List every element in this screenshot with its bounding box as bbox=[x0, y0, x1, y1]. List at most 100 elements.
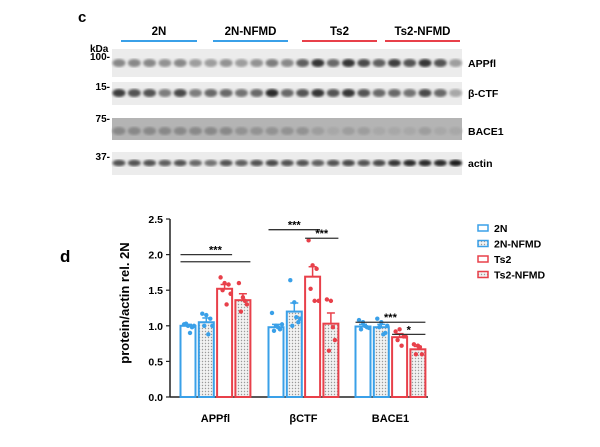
significance-label: *** bbox=[384, 312, 398, 324]
bar-2n bbox=[179, 324, 197, 398]
blot-band bbox=[127, 89, 141, 97]
blot-label: APPfl bbox=[468, 58, 496, 70]
data-point bbox=[306, 238, 311, 243]
data-point bbox=[385, 323, 390, 328]
data-point bbox=[191, 323, 197, 328]
legend: 2N 2N-NFMD Ts2 Ts2-NFMD bbox=[477, 223, 546, 282]
blot-band bbox=[250, 59, 264, 67]
blot-band bbox=[189, 127, 202, 135]
blot-band bbox=[357, 59, 371, 67]
data-point bbox=[220, 288, 225, 293]
blot-band bbox=[250, 127, 264, 135]
blot-band bbox=[234, 59, 248, 67]
legend-swatch bbox=[477, 270, 489, 279]
kda-marker: 75- bbox=[96, 114, 110, 125]
bar-2n bbox=[267, 326, 285, 398]
blot-band bbox=[433, 159, 447, 167]
data-point bbox=[413, 352, 419, 357]
blot-band bbox=[234, 159, 248, 167]
blot-band bbox=[296, 59, 310, 67]
blot-band bbox=[418, 89, 432, 97]
legend-swatch bbox=[477, 224, 489, 232]
data-point bbox=[395, 337, 400, 343]
blot-band bbox=[372, 127, 386, 135]
data-point bbox=[206, 332, 211, 337]
blot-label: BACE1 bbox=[468, 126, 504, 138]
legend-label: Ts2-NFMD bbox=[494, 270, 546, 282]
data-point bbox=[210, 323, 215, 328]
data-point bbox=[271, 328, 277, 333]
blot-band bbox=[342, 159, 355, 167]
x-tick-label: BACE1 bbox=[372, 413, 409, 425]
data-point bbox=[310, 263, 315, 268]
blot-band bbox=[342, 127, 355, 135]
legend-label: 2N bbox=[494, 223, 507, 235]
data-point bbox=[238, 309, 244, 314]
blot-band bbox=[234, 127, 248, 135]
data-point bbox=[316, 298, 321, 304]
data-point bbox=[375, 316, 380, 321]
data-point bbox=[324, 297, 330, 302]
blot-band bbox=[173, 89, 187, 97]
data-point bbox=[399, 343, 404, 348]
group-label: Ts2-NFMD bbox=[394, 26, 450, 38]
y-tick-label: 1.0 bbox=[148, 321, 163, 333]
blot-band bbox=[403, 159, 417, 167]
significance-label: *** bbox=[209, 245, 223, 257]
blot-band bbox=[265, 59, 279, 67]
data-point bbox=[397, 327, 402, 332]
blot-band bbox=[372, 89, 386, 97]
blot-band bbox=[326, 89, 340, 97]
blot-band bbox=[127, 159, 141, 167]
data-point bbox=[332, 337, 338, 343]
blot-band bbox=[418, 159, 432, 167]
blot-band bbox=[433, 89, 447, 97]
blot-band bbox=[296, 127, 310, 135]
blot-band bbox=[265, 159, 279, 167]
legend-label: 2N-NFMD bbox=[494, 239, 542, 251]
blot-band bbox=[204, 59, 218, 67]
data-point bbox=[236, 280, 242, 286]
blot-band bbox=[158, 159, 172, 167]
x-tick-label: βCTF bbox=[289, 413, 317, 425]
blot-band bbox=[280, 159, 294, 167]
blot-band bbox=[250, 89, 264, 97]
western-blot: 2N 2N-NFMD Ts2 Ts2-NFMD 100- APPfl 15- β-CTF 75-… bbox=[90, 26, 504, 175]
data-point bbox=[314, 266, 319, 272]
data-point bbox=[328, 298, 334, 304]
blot-band bbox=[219, 89, 233, 97]
blot-band bbox=[357, 89, 371, 97]
blot-band bbox=[280, 59, 294, 67]
blot-band bbox=[173, 59, 187, 67]
bar-2n-nfmd bbox=[285, 310, 303, 398]
kda-marker: 37- bbox=[96, 152, 110, 163]
blot-band bbox=[143, 159, 157, 167]
bar-2n-nfmd bbox=[372, 326, 390, 398]
data-point bbox=[393, 329, 398, 334]
blot-band bbox=[387, 127, 401, 135]
bar-ts2-nfmd bbox=[322, 322, 340, 398]
data-point bbox=[204, 312, 209, 318]
blot-label: actin bbox=[468, 158, 493, 170]
data-point bbox=[381, 332, 386, 337]
data-point bbox=[187, 330, 193, 336]
blot-band bbox=[189, 159, 202, 167]
blot-band bbox=[372, 159, 386, 167]
blot-band bbox=[342, 59, 355, 67]
blot-band bbox=[158, 89, 172, 97]
data-point bbox=[377, 325, 382, 330]
blot-band bbox=[357, 127, 371, 135]
blot-band bbox=[449, 159, 463, 167]
data-point bbox=[228, 291, 233, 296]
blot-band bbox=[296, 89, 310, 97]
blot-band bbox=[127, 127, 141, 135]
blot-band bbox=[112, 59, 126, 67]
data-point bbox=[308, 286, 313, 291]
data-point bbox=[330, 325, 336, 330]
blot-band bbox=[280, 127, 294, 135]
y-tick-label: 0.0 bbox=[148, 392, 163, 404]
bar-ts2 bbox=[304, 275, 322, 398]
blot-band bbox=[204, 159, 218, 167]
